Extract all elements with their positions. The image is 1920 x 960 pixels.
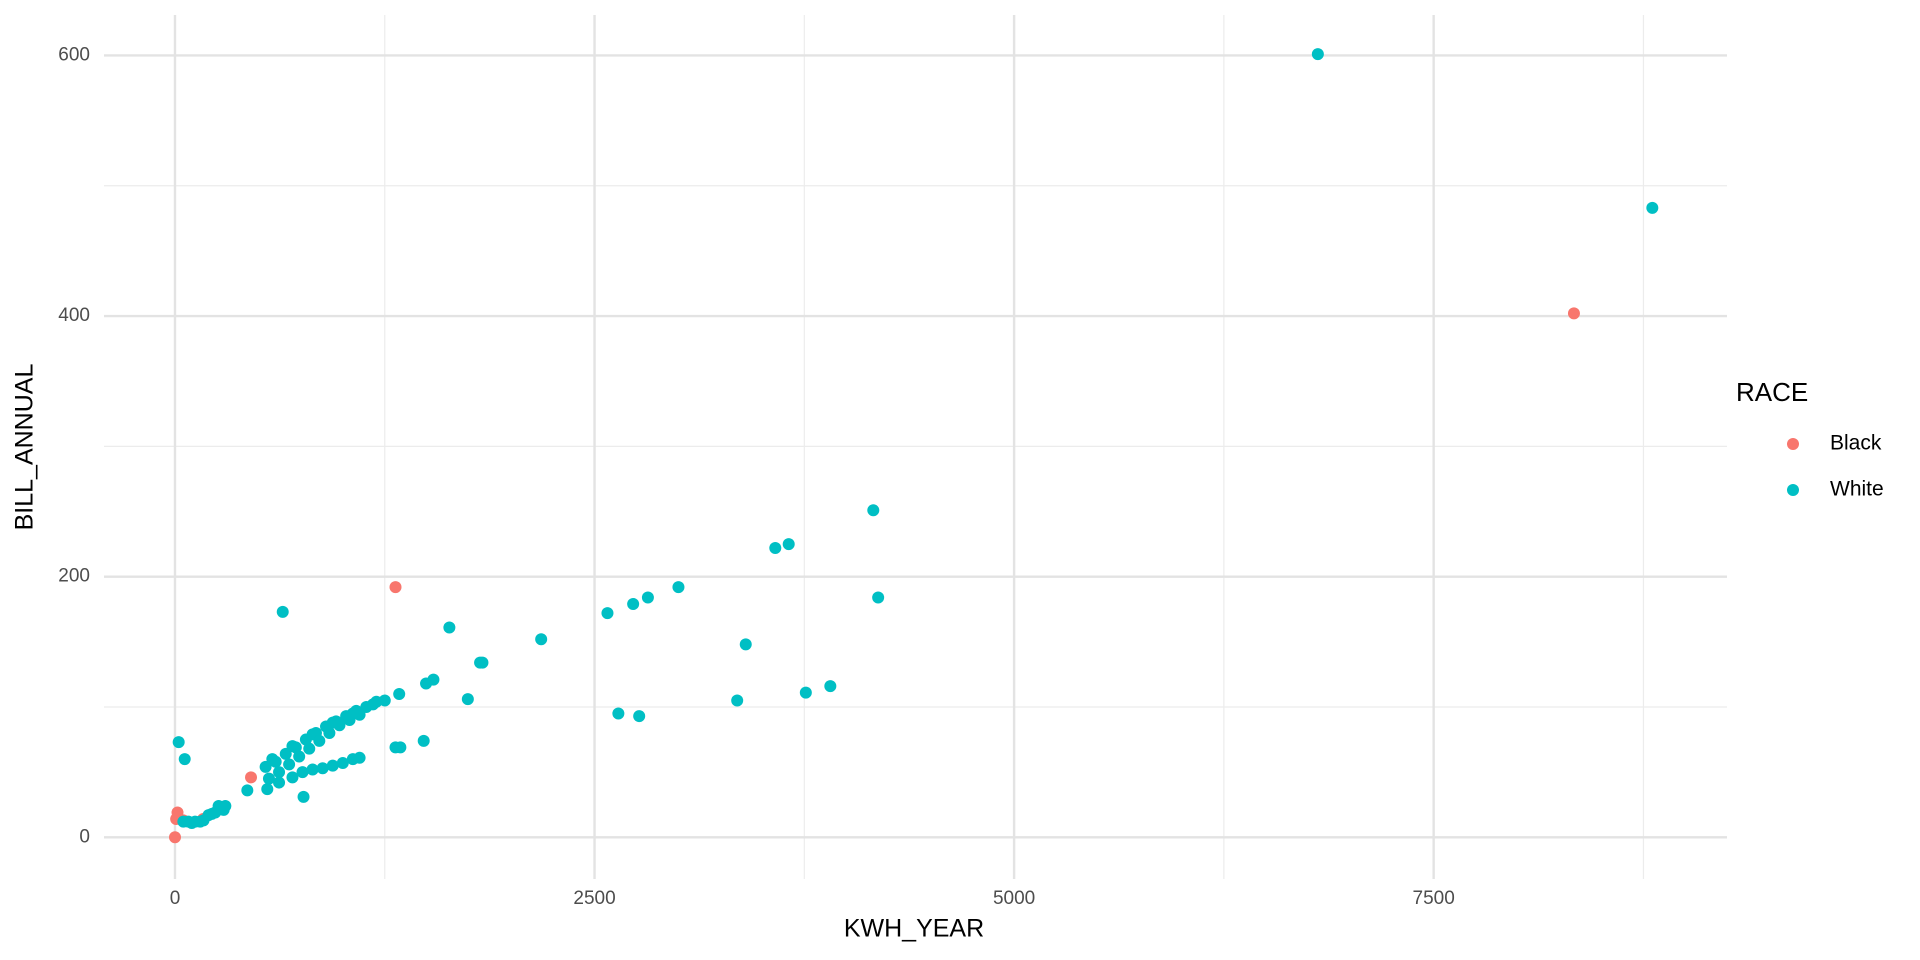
point	[333, 719, 346, 732]
point	[219, 800, 232, 813]
point	[872, 591, 885, 604]
point	[245, 771, 258, 784]
point	[393, 687, 406, 700]
point	[172, 736, 185, 749]
x-tick-label: 7500	[1413, 888, 1455, 909]
legend-label: White	[1830, 478, 1884, 501]
point	[261, 783, 274, 796]
point	[633, 710, 646, 723]
point	[389, 581, 402, 594]
point	[168, 831, 181, 844]
point	[353, 708, 366, 721]
point	[306, 763, 319, 776]
point	[1567, 307, 1580, 320]
point	[279, 747, 292, 760]
point	[316, 762, 329, 775]
legend-key	[1787, 484, 1799, 496]
point	[627, 598, 640, 611]
legend-title: RACE	[1736, 377, 1808, 407]
point	[297, 790, 310, 803]
point	[296, 766, 309, 779]
point	[367, 698, 380, 711]
y-axis-title: BILL_ANNUAL	[11, 364, 39, 531]
point	[535, 633, 548, 646]
x-tick-label: 0	[170, 888, 181, 909]
point	[303, 742, 316, 755]
point	[601, 607, 614, 620]
point	[286, 771, 299, 784]
point	[266, 753, 279, 766]
point	[731, 694, 744, 707]
point	[286, 740, 299, 753]
point	[273, 776, 286, 789]
point	[353, 751, 366, 764]
point	[273, 766, 286, 779]
point	[259, 760, 272, 773]
legend-key	[1787, 438, 1799, 450]
point	[343, 714, 356, 727]
point	[313, 734, 326, 747]
y-tick-label: 0	[79, 826, 90, 847]
point	[276, 605, 289, 618]
x-tick-label: 5000	[993, 888, 1035, 909]
point	[336, 757, 349, 770]
point	[769, 541, 782, 554]
point	[194, 815, 207, 828]
x-axis-title: KWH_YEAR	[844, 915, 984, 943]
point	[417, 734, 430, 747]
point	[824, 680, 837, 693]
point	[672, 581, 685, 594]
point	[241, 784, 254, 797]
point	[782, 538, 795, 551]
point	[293, 750, 306, 763]
point	[326, 759, 339, 772]
point	[323, 727, 336, 740]
point	[178, 753, 191, 766]
point	[641, 591, 654, 604]
point	[389, 741, 402, 754]
point	[799, 686, 812, 699]
point	[262, 772, 275, 785]
point	[205, 807, 218, 820]
point	[283, 758, 296, 771]
y-tick-label: 600	[58, 44, 90, 65]
point	[739, 638, 752, 651]
point	[612, 707, 625, 720]
point	[378, 694, 391, 707]
point	[476, 656, 489, 669]
point	[427, 673, 440, 686]
point	[867, 504, 880, 517]
point	[443, 621, 456, 634]
legend-label: Black	[1830, 432, 1882, 455]
point	[1311, 48, 1324, 61]
point	[461, 693, 474, 706]
point	[1646, 201, 1659, 214]
y-tick-label: 200	[58, 566, 90, 587]
x-tick-label: 2500	[573, 888, 615, 909]
y-tick-label: 400	[58, 305, 90, 326]
